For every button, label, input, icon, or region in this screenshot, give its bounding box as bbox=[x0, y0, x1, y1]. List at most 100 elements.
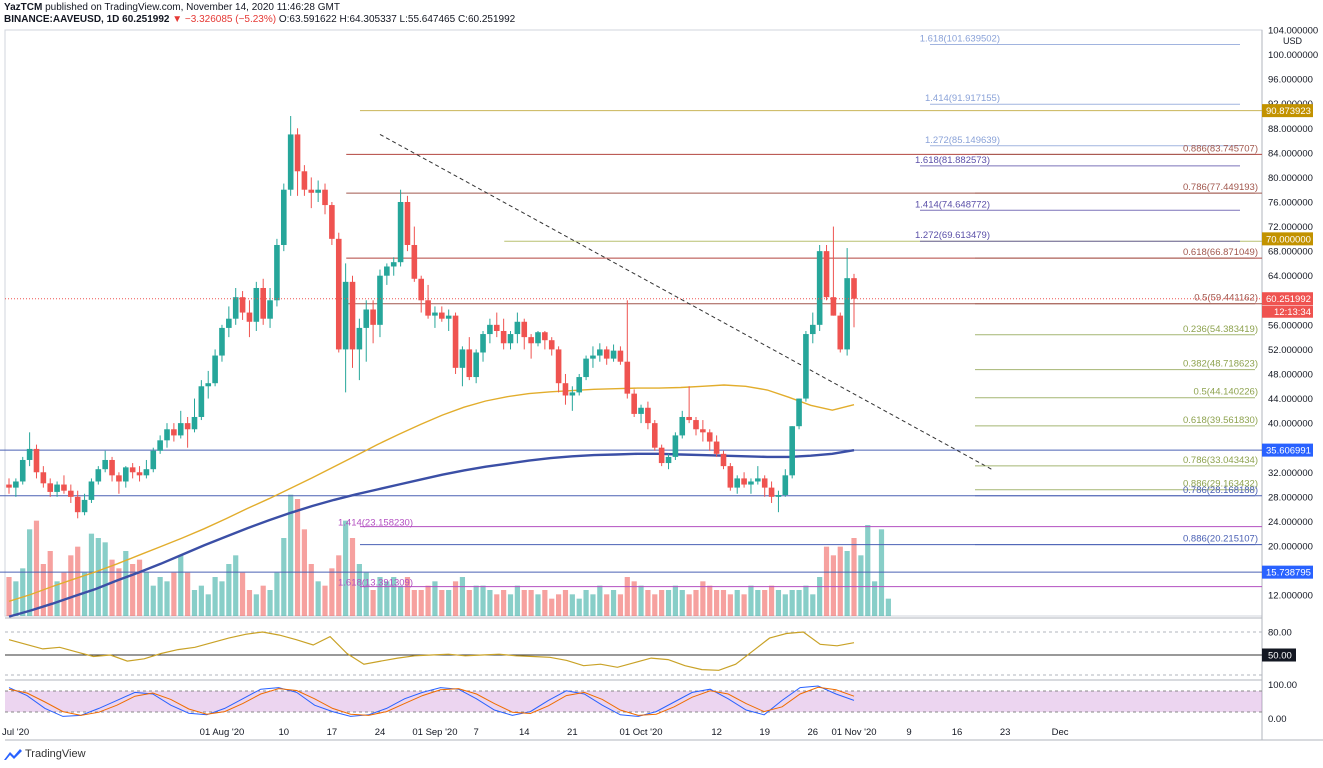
candle-up bbox=[363, 309, 370, 328]
x-tick-label: 01 Oct '20 bbox=[620, 727, 663, 738]
stoch-band bbox=[5, 691, 1262, 712]
candle-up bbox=[95, 469, 102, 482]
y-tick-label: 100.000000 bbox=[1268, 50, 1318, 61]
candle-down bbox=[439, 312, 445, 319]
currency-label: USD bbox=[1283, 36, 1303, 46]
candle-up bbox=[672, 435, 679, 457]
candle-up bbox=[569, 392, 576, 396]
volume-bar bbox=[590, 594, 596, 616]
candle-up bbox=[81, 499, 88, 513]
candle-down bbox=[370, 309, 376, 325]
candle-down bbox=[727, 466, 734, 488]
brand-name: TradingView bbox=[25, 748, 86, 760]
candle-down bbox=[830, 297, 837, 316]
publish-info: YazTCM published on TradingView.com, Nov… bbox=[4, 2, 340, 13]
level-marker-bg bbox=[1262, 232, 1313, 246]
candle-up bbox=[590, 355, 596, 359]
volume-bar bbox=[6, 577, 12, 616]
price-marker-bg bbox=[1262, 292, 1313, 306]
candle-up bbox=[281, 189, 287, 245]
candle-up bbox=[679, 416, 686, 436]
y-tick-label: 48.000000 bbox=[1268, 369, 1313, 380]
volume-bar bbox=[239, 572, 246, 616]
candle-up bbox=[205, 383, 212, 387]
candle-up bbox=[789, 426, 795, 476]
candle-up bbox=[212, 355, 218, 384]
volume-bar bbox=[33, 520, 40, 616]
candle-up bbox=[191, 416, 198, 430]
tradingview-logo[interactable]: TradingView bbox=[4, 748, 86, 760]
y-tick-label: 52.000000 bbox=[1268, 345, 1313, 356]
candle-down bbox=[349, 281, 356, 350]
volume-bar bbox=[679, 590, 685, 616]
volume-bar bbox=[501, 590, 507, 616]
volume-bar bbox=[164, 581, 170, 616]
x-tick-label: 24 bbox=[375, 727, 386, 738]
stoch-d-line bbox=[8, 686, 855, 716]
candle-down bbox=[720, 453, 727, 467]
candle-down bbox=[617, 350, 624, 362]
price-marker-label: 60.251992 bbox=[1266, 294, 1311, 305]
candle-up bbox=[157, 440, 163, 451]
volume-bar bbox=[102, 542, 108, 616]
candle-down bbox=[47, 483, 54, 492]
candle-up bbox=[755, 478, 761, 482]
y-tick-label: 76.000000 bbox=[1268, 197, 1313, 208]
candle-up bbox=[315, 189, 321, 193]
candle-down bbox=[658, 447, 665, 464]
volume-bar bbox=[198, 585, 204, 616]
candle-down bbox=[713, 441, 720, 454]
volume-bar bbox=[391, 577, 397, 616]
volume-bar bbox=[150, 585, 156, 616]
y-tick-label: 96.000000 bbox=[1268, 75, 1313, 86]
fib-label: 0.786(77.449193) bbox=[1183, 182, 1258, 193]
candle-up bbox=[274, 244, 280, 301]
candle-down bbox=[246, 312, 253, 322]
volume-bar bbox=[659, 590, 665, 616]
volume-bar bbox=[116, 568, 122, 616]
trendline bbox=[379, 133, 992, 470]
x-tick-label: 14 bbox=[519, 727, 530, 738]
candle-down bbox=[500, 330, 507, 344]
volume-bar bbox=[830, 555, 836, 616]
candle-down bbox=[74, 496, 81, 513]
volume-bar bbox=[569, 594, 575, 616]
volume-bar bbox=[755, 590, 761, 616]
ohlc-legend: BINANCE:AAVEUSD, 1D 60.251992 ▼ −3.32608… bbox=[4, 14, 515, 25]
volume-bar bbox=[377, 577, 383, 616]
volume-bar bbox=[343, 520, 349, 616]
candle-up bbox=[638, 407, 644, 414]
fib-label: 1.414(74.648772) bbox=[915, 199, 990, 210]
x-tick-label: 12 bbox=[711, 727, 722, 738]
candle-down bbox=[136, 472, 143, 476]
volume-bar bbox=[233, 555, 239, 616]
candle-down bbox=[335, 238, 342, 350]
volume-bar bbox=[858, 555, 864, 616]
candle-up bbox=[459, 349, 466, 368]
volume-bar bbox=[425, 585, 431, 616]
volume-bar bbox=[686, 594, 692, 616]
volume-bar bbox=[308, 564, 314, 616]
candle-up bbox=[576, 377, 583, 393]
volume-bar bbox=[604, 594, 610, 616]
candle-up bbox=[480, 334, 486, 353]
volume-bar bbox=[20, 568, 26, 616]
ma200-line bbox=[8, 449, 855, 618]
volume-bar bbox=[294, 499, 301, 616]
countdown-bg bbox=[1262, 305, 1313, 318]
volume-bar bbox=[47, 551, 53, 616]
volume-bar bbox=[837, 546, 843, 616]
y-tick-label: 12.000000 bbox=[1268, 591, 1313, 602]
y-tick-label: 32.000000 bbox=[1268, 468, 1313, 479]
volume-bar bbox=[865, 525, 871, 616]
volume-bar bbox=[521, 590, 527, 616]
volume-bar bbox=[823, 546, 830, 616]
candle-down bbox=[109, 459, 115, 476]
volume-bar bbox=[562, 590, 569, 616]
fib-label: 0.618(39.561830) bbox=[1183, 415, 1258, 426]
fib-label: 1.618(13.391309) bbox=[338, 578, 413, 589]
volume-bar bbox=[75, 546, 81, 616]
candle-up bbox=[816, 251, 823, 325]
y-tick-label: 56.000000 bbox=[1268, 320, 1313, 331]
